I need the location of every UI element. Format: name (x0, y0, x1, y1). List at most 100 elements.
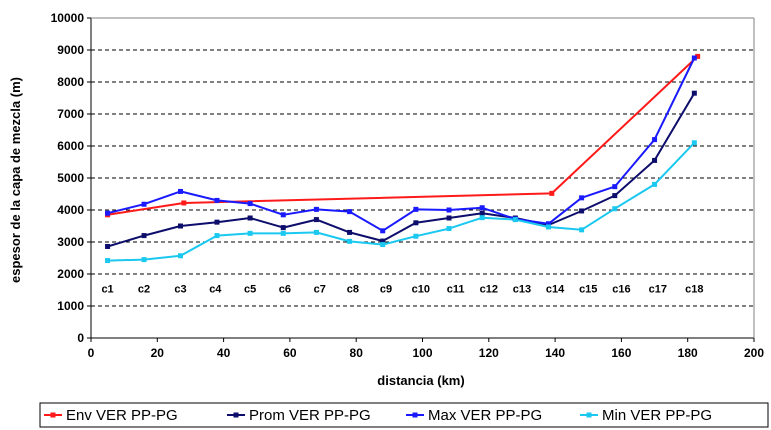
data-point (612, 193, 618, 199)
legend-swatch-marker (586, 412, 592, 418)
y-tick-label: 10000 (51, 11, 85, 25)
data-point (380, 242, 386, 248)
legend-swatch-marker (412, 412, 418, 418)
y-tick-label: 4000 (57, 203, 84, 217)
data-point (691, 90, 697, 96)
x-tick-label: 180 (678, 346, 698, 360)
legend-item: Env VER PP-PG (44, 407, 178, 424)
y-tick-label: 9000 (57, 43, 84, 57)
data-point (579, 195, 585, 201)
data-point (181, 200, 187, 206)
data-point (652, 137, 658, 143)
x-axis-title: distancia (km) (377, 373, 464, 388)
legend-item: Min VER PP-PG (580, 407, 712, 424)
data-point (214, 197, 220, 203)
data-point (446, 215, 452, 221)
y-tick-label: 3000 (57, 235, 84, 249)
data-point (691, 55, 697, 61)
legend-label: Min VER PP-PG (602, 407, 712, 424)
data-point (313, 206, 319, 212)
point-label: c3 (174, 283, 186, 295)
data-point (105, 243, 111, 249)
data-point (380, 238, 386, 244)
series-lines (107, 55, 699, 262)
series-line-2 (107, 57, 696, 232)
point-label: c16 (612, 283, 630, 295)
point-label: c13 (513, 283, 531, 295)
data-point (413, 220, 419, 226)
x-tick-label: 40 (217, 346, 231, 360)
legend-item: Max VER PP-PG (406, 407, 542, 424)
legend-label: Env VER PP-PG (66, 407, 178, 424)
data-point (380, 228, 386, 234)
data-point (280, 212, 286, 218)
data-point (105, 210, 111, 216)
data-point (141, 257, 147, 263)
data-point (141, 233, 147, 239)
y-tick-label: 0 (77, 331, 84, 345)
point-label: c12 (480, 283, 498, 295)
data-point (280, 230, 286, 236)
legend-label: Max VER PP-PG (428, 407, 542, 424)
data-point (214, 233, 220, 239)
legend-item: Prom VER PP-PG (227, 407, 371, 424)
point-label: c14 (546, 283, 565, 295)
point-label: c6 (279, 283, 291, 295)
data-point (347, 238, 353, 244)
data-point (512, 217, 518, 223)
data-point (579, 227, 585, 233)
x-tick-label: 0 (88, 346, 95, 360)
legend: Env VER PP-PG Prom VER PP-PG Max VER PP-PG… (39, 402, 769, 428)
data-point (313, 217, 319, 223)
point-label: c4 (209, 283, 222, 295)
x-tick-label: 200 (744, 346, 764, 360)
series-line-0 (107, 55, 699, 216)
axes (87, 17, 755, 342)
data-point (347, 229, 353, 235)
y-tick-label: 5000 (57, 171, 84, 185)
data-point (612, 184, 618, 190)
y-tick-label: 6000 (57, 139, 84, 153)
point-label: c17 (649, 283, 667, 295)
x-tick-label: 60 (283, 346, 297, 360)
data-point (280, 225, 286, 231)
point-label: c7 (314, 283, 326, 295)
data-point (247, 230, 253, 236)
legend-swatch-marker (50, 412, 56, 418)
data-point (347, 209, 353, 215)
y-tick-label: 2000 (57, 267, 84, 281)
data-point (141, 201, 147, 207)
y-tick-labels: 0 1000 2000 3000 4000 5000 6000 7000 8000 9000 100… (51, 11, 85, 345)
y-tick-label: 8000 (57, 75, 84, 89)
data-point (446, 207, 452, 213)
y-tick-label: 1000 (57, 299, 84, 313)
point-label: c1 (101, 283, 113, 295)
x-tick-label: 100 (412, 346, 432, 360)
point-label: c10 (412, 283, 430, 295)
point-label: c15 (579, 283, 597, 295)
data-point (652, 157, 658, 163)
data-point (178, 188, 184, 194)
x-tick-label: 20 (151, 346, 165, 360)
data-point (545, 221, 551, 227)
data-point (247, 201, 253, 207)
point-label: c5 (244, 283, 256, 295)
data-point (479, 215, 485, 221)
y-axis-title: espesor de la capa de mezcla (m) (8, 77, 23, 283)
data-point (446, 226, 452, 232)
point-label: c8 (347, 283, 359, 295)
legend-label: Prom VER PP-PG (249, 407, 371, 424)
point-label: c11 (447, 283, 465, 295)
data-point (178, 223, 184, 229)
y-tick-label: 7000 (57, 107, 84, 121)
x-tick-labels: 0 20 40 60 80 100 120 140 160 180 200 (88, 346, 765, 360)
series-line-1 (107, 92, 696, 248)
x-tick-label: 160 (611, 346, 631, 360)
data-point (413, 206, 419, 212)
x-tick-label: 140 (545, 346, 565, 360)
data-point (479, 210, 485, 216)
data-point (479, 205, 485, 211)
legend-swatch-marker (233, 412, 239, 418)
series-markers (105, 53, 701, 264)
data-point (105, 258, 111, 264)
